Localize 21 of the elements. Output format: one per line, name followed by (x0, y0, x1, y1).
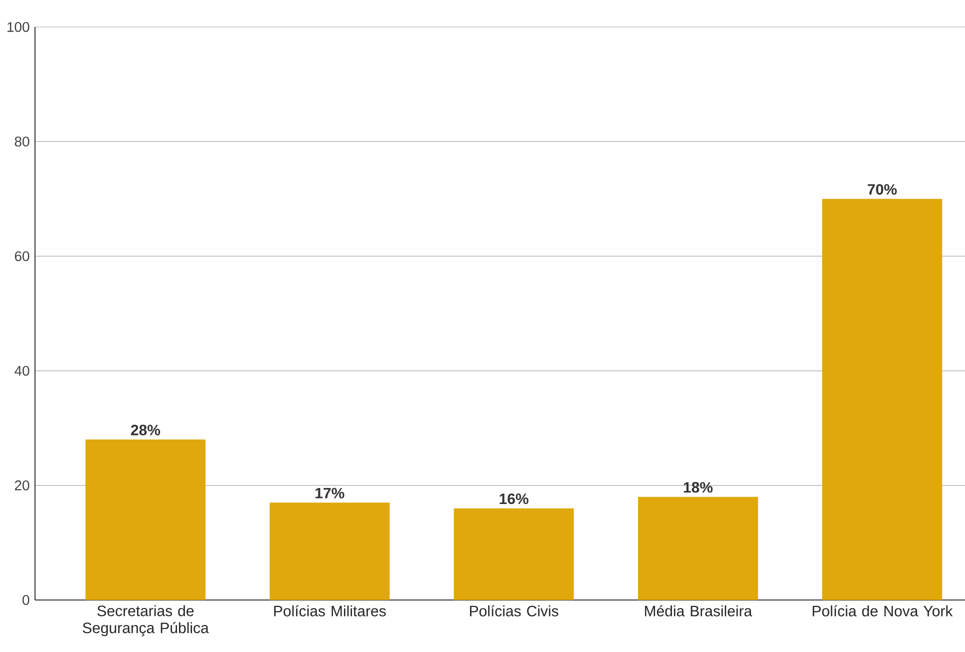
data-label: 70% (868, 184, 897, 195)
x-tick-label: Polícias Civis (470, 605, 558, 616)
x-tick-label: Secretarias de Segurança Pública (82, 605, 209, 636)
y-tick-label: 20 (14, 480, 30, 490)
bar (85, 440, 206, 600)
y-tick-label: 60 (14, 251, 30, 262)
data-label: 28% (131, 424, 160, 436)
data-label: 17% (316, 488, 344, 498)
data-label: 16% (500, 494, 528, 504)
bar (822, 198, 942, 600)
y-tick-label: 100 (8, 22, 30, 32)
bar (638, 496, 758, 600)
bar (270, 502, 390, 600)
data-label: 18% (684, 482, 713, 493)
y-tick-label: 80 (14, 136, 30, 147)
bar (454, 508, 574, 600)
x-tick-label: Polícia de Nova York (812, 605, 953, 616)
x-tick-label: Média Brasileira (645, 605, 752, 616)
x-tick-label: Polícias Militares (274, 605, 386, 616)
y-tick-label: 40 (14, 366, 30, 376)
y-tick-label: 0 (22, 595, 30, 605)
